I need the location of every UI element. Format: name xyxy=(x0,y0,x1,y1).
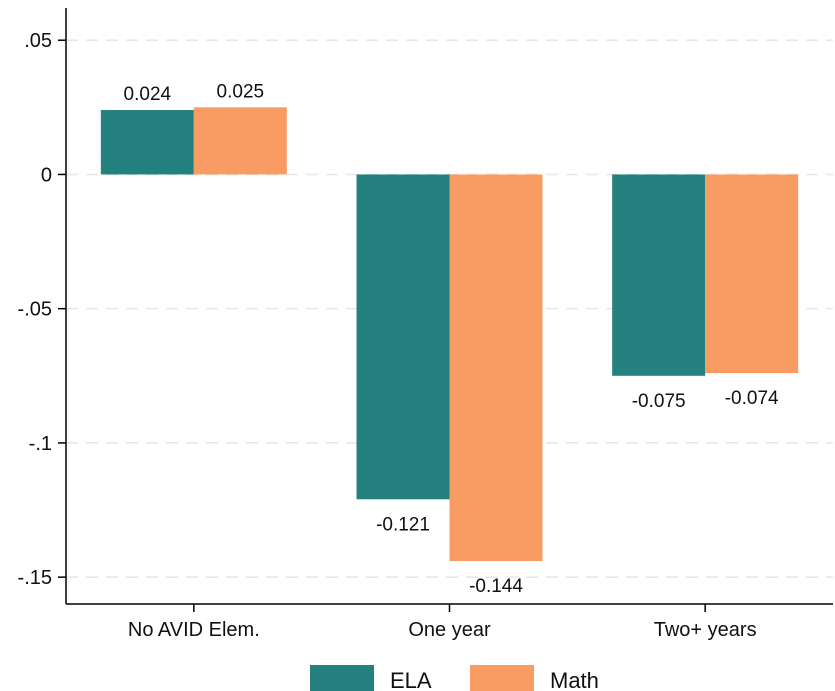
data-label: -0.074 xyxy=(725,388,779,409)
legend-swatch-math xyxy=(470,665,534,691)
x-tick-label: No AVID Elem. xyxy=(128,619,260,641)
legend-label: ELA xyxy=(390,668,432,691)
bar-math xyxy=(194,107,287,174)
x-tick-label: Two+ years xyxy=(654,619,757,641)
y-tick-label: -.15 xyxy=(18,567,52,589)
y-tick-label: 0 xyxy=(41,164,52,186)
y-tick-label: -.1 xyxy=(29,433,52,455)
bar-ela xyxy=(101,110,194,174)
bar-ela xyxy=(357,174,450,499)
legend: ELA Math xyxy=(310,665,599,691)
bar-math xyxy=(705,174,798,373)
x-tick-label: One year xyxy=(408,619,491,641)
data-label: -0.144 xyxy=(469,576,523,597)
data-label: -0.075 xyxy=(632,391,686,412)
data-label: 0.025 xyxy=(217,81,265,102)
data-label: -0.121 xyxy=(376,514,430,535)
bar-layer xyxy=(101,107,798,561)
y-tick-label: .05 xyxy=(24,30,52,52)
y-tick-label: -.05 xyxy=(18,299,52,321)
data-label: 0.024 xyxy=(124,84,172,105)
legend-label: Math xyxy=(550,668,599,691)
legend-swatch-ela xyxy=(310,665,374,691)
bar-ela xyxy=(612,174,705,375)
bar-math xyxy=(450,174,543,561)
